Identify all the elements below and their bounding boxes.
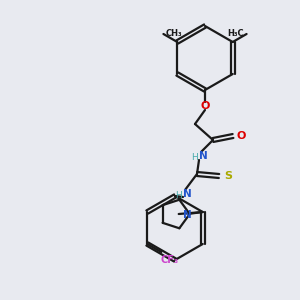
Text: N: N (183, 210, 192, 220)
Text: H₃C: H₃C (227, 29, 244, 38)
Text: O: O (236, 131, 246, 141)
Text: H: H (192, 154, 198, 163)
Text: H: H (176, 191, 182, 200)
Text: O: O (200, 101, 210, 111)
Text: CF₃: CF₃ (160, 255, 178, 265)
Text: N: N (183, 189, 191, 199)
Text: CH₃: CH₃ (166, 29, 183, 38)
Text: N: N (199, 151, 207, 161)
Text: S: S (224, 171, 232, 181)
